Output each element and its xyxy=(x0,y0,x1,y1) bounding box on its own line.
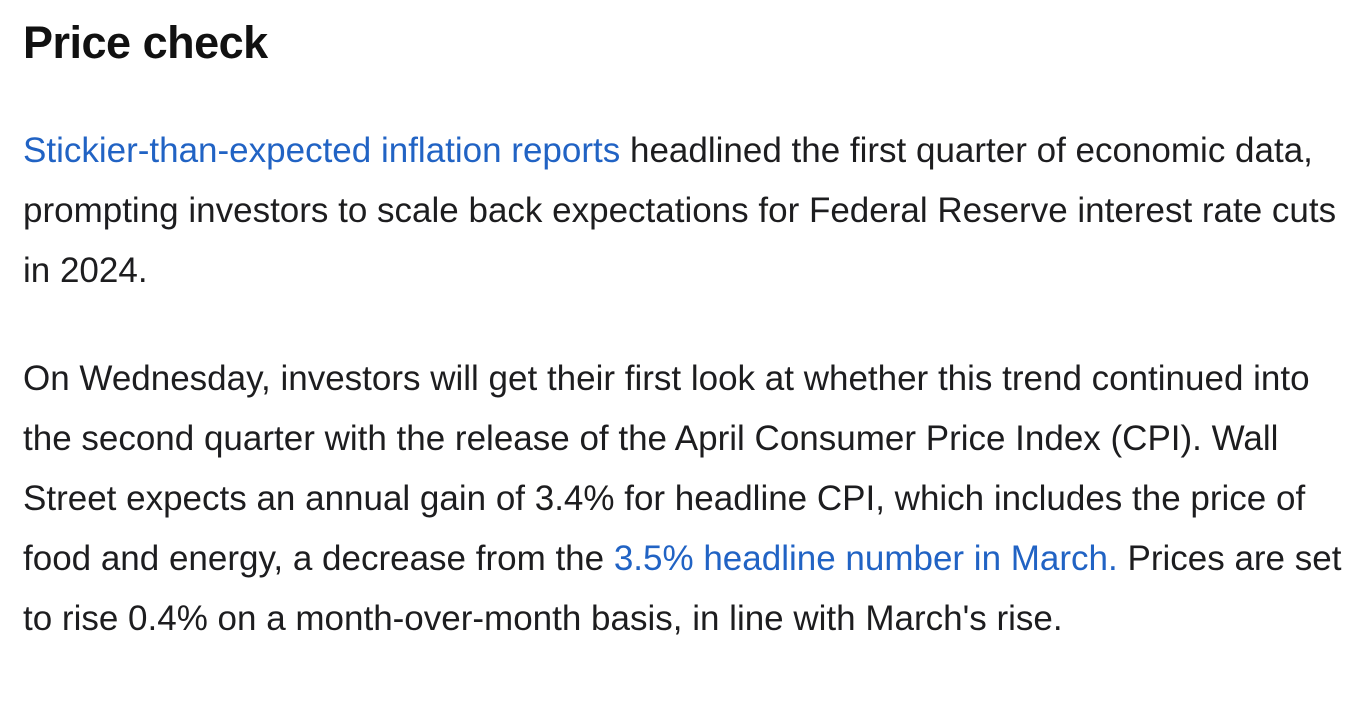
link-march-headline-number[interactable]: 3.5% headline number in March. xyxy=(613,539,1118,578)
paragraph-2-text-before: On Wednesday, investors will get their f… xyxy=(23,359,1310,578)
paragraph-inflation-reports: Stickier-than-expected inflation reports… xyxy=(23,121,1353,301)
section-heading: Price check xyxy=(23,17,268,68)
link-stickier-inflation-reports[interactable]: Stickier-than-expected inflation reports xyxy=(23,131,621,170)
article-section: Price check Stickier-than-expected infla… xyxy=(23,17,1353,649)
paragraph-cpi-release: On Wednesday, investors will get their f… xyxy=(23,349,1353,649)
paragraph-2-text-after: Prices are set to rise 0.4% on a month-o… xyxy=(23,539,1342,638)
paragraph-1-text: headlined the first quarter of economic … xyxy=(23,131,1337,290)
